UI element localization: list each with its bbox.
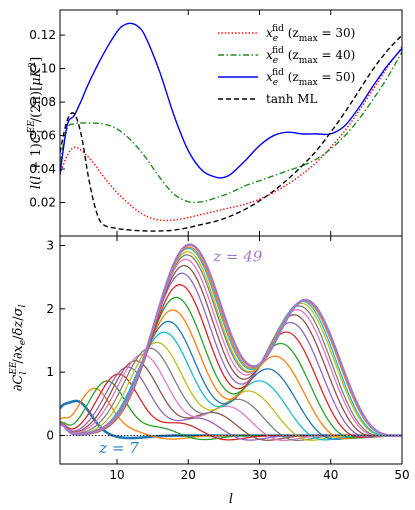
bottom-panel-frame bbox=[59, 235, 403, 465]
top-y-tick-label: 0.02 bbox=[29, 196, 56, 210]
top-y-tick-label: 0.10 bbox=[29, 62, 56, 76]
top-y-tick-label: 0.04 bbox=[29, 162, 56, 176]
response-curve-z21 bbox=[60, 347, 402, 442]
top-y-tick-label: 0.12 bbox=[29, 28, 56, 42]
bottom-panel: 0 1 2 3 10 20 30 40 50 ∂CEEl/∂xe/δz/σl l z = 49… bbox=[9, 10, 410, 507]
top-series-group bbox=[60, 22, 402, 232]
top-series-line-0 bbox=[60, 46, 402, 222]
bottom-y-tick-label: 3 bbox=[46, 239, 54, 253]
svg-text:xefid (zmax = 50): xefid (zmax = 50) bbox=[266, 68, 355, 88]
x-tick-label: 10 bbox=[109, 468, 124, 482]
svg-text:tanh ML: tanh ML bbox=[266, 92, 318, 106]
bottom-y-axis-label: ∂CEEl/∂xe/δz/σl bbox=[9, 305, 29, 392]
bottom-y-ticks: 0 1 2 3 bbox=[46, 239, 65, 443]
top-y-ticks: 0.02 0.04 0.06 0.08 0.10 0.12 bbox=[29, 28, 65, 210]
bottom-y-tick-label: 1 bbox=[46, 365, 54, 379]
legend-entry-zmax-30: xefid (zmax = 30) bbox=[218, 24, 355, 44]
response-curve-z41 bbox=[60, 254, 402, 438]
svg-text:xefid (zmax = 40): xefid (zmax = 40) bbox=[266, 46, 355, 66]
top-y-tick-label: 0.08 bbox=[29, 95, 56, 109]
x-tick-label: 40 bbox=[323, 468, 338, 482]
x-tick-label: 30 bbox=[252, 468, 267, 482]
bottom-y-tick-label: 2 bbox=[46, 302, 54, 316]
svg-text:xefid (zmax = 30): xefid (zmax = 30) bbox=[266, 24, 355, 44]
legend: xefid (zmax = 30) xefid (zmax = 40) xefi… bbox=[218, 24, 355, 106]
top-panel: 0.02 0.04 0.06 0.08 0.10 0.12 l(l + 1)CEEl/(2… bbox=[27, 22, 402, 232]
x-tick-label: 20 bbox=[181, 468, 196, 482]
annotation-z49: z = 49 bbox=[212, 247, 263, 265]
response-curve-z49 bbox=[60, 243, 402, 438]
bottom-y-tick-label: 0 bbox=[46, 429, 54, 443]
legend-entry-tanh-ml: tanh ML bbox=[218, 92, 318, 106]
top-y-tick-label: 0.06 bbox=[29, 129, 56, 143]
bottom-series-group bbox=[60, 243, 402, 442]
top-y-axis-label: l(l + 1)CEEl/(2π)[μK2] bbox=[27, 57, 47, 189]
top-series-line-2 bbox=[60, 22, 402, 179]
legend-entry-zmax-50: xefid (zmax = 50) bbox=[218, 68, 355, 88]
x-axis-label: l bbox=[229, 492, 233, 507]
response-curve-z35 bbox=[60, 272, 402, 438]
x-tick-label: 50 bbox=[394, 468, 409, 482]
annotation-z7: z = 7 bbox=[98, 439, 139, 457]
legend-entry-zmax-40: xefid (zmax = 40) bbox=[218, 46, 355, 66]
top-series-line-3 bbox=[60, 34, 402, 232]
top-panel-frame bbox=[59, 9, 403, 237]
